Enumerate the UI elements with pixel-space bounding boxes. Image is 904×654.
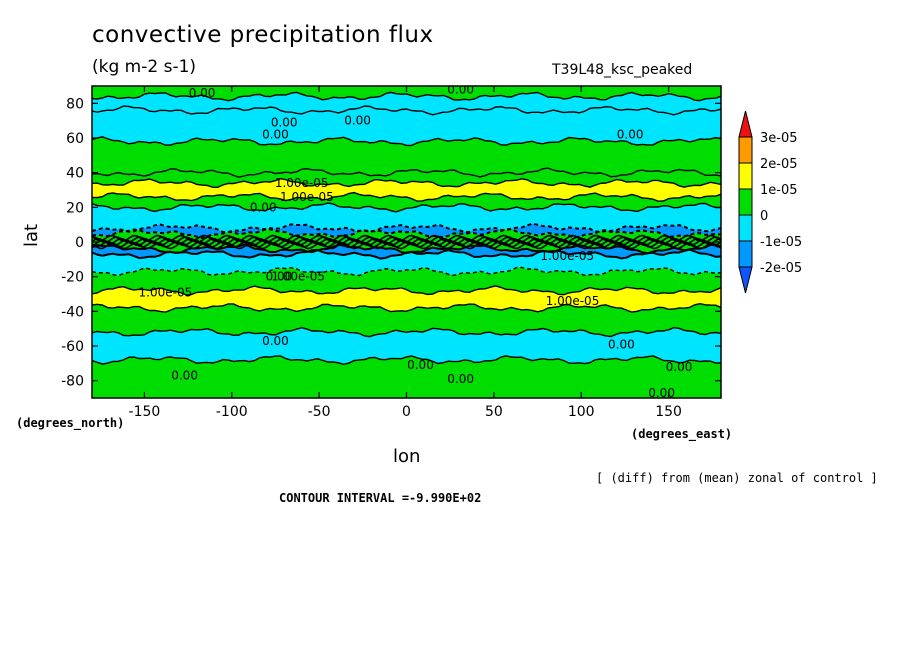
contour-line xyxy=(92,91,721,102)
zonal-band xyxy=(92,327,721,365)
equatorial-contour xyxy=(92,236,721,244)
zonal-band xyxy=(92,192,721,212)
y-tick-label: 60 xyxy=(66,131,84,147)
colorbar-label: 2e-05 xyxy=(760,157,798,172)
zonal-band xyxy=(92,249,721,276)
x-tick-label: 50 xyxy=(485,404,503,420)
zonal-band xyxy=(92,106,721,146)
contour-label: 0.00 xyxy=(271,115,298,129)
contour-line xyxy=(92,355,721,366)
plot-area: 0.00 0.000.00 0.000.00 0.001.00e-051.00e-05… xyxy=(92,82,721,398)
zonal-band xyxy=(92,355,721,398)
contour-line xyxy=(92,266,721,277)
contour-label: 0.00 xyxy=(666,360,693,374)
contour-line xyxy=(92,191,721,202)
y-tick-label: -40 xyxy=(61,304,84,320)
y-tick-label: 80 xyxy=(66,96,84,112)
zonal-band xyxy=(92,303,721,337)
contour-label: 0.00 xyxy=(262,128,289,142)
contour-line xyxy=(92,285,721,296)
chart-title: convective precipitation flux xyxy=(92,22,434,48)
contour-line xyxy=(92,202,721,213)
diff-note: [ (diff) from (mean) zonal of control ] xyxy=(596,471,878,485)
contour-line xyxy=(92,105,721,116)
colorbar-bin xyxy=(738,214,753,242)
equatorial-contour xyxy=(92,234,721,242)
contour-label: 0.00 xyxy=(617,128,644,142)
contour-label: 1.00e-05 xyxy=(275,176,329,190)
colorbar-label: 3e-05 xyxy=(760,131,798,146)
zonal-band xyxy=(92,267,721,295)
contour-label: 0.00 xyxy=(250,200,277,214)
contour-line xyxy=(92,136,721,147)
contour-label: 0.00 xyxy=(262,334,289,348)
y-tick-label: 20 xyxy=(66,200,84,216)
contour-line xyxy=(92,228,721,240)
contour-label: 0.00 xyxy=(447,82,474,96)
colorbar-bin xyxy=(738,162,753,190)
y-tick-label: -20 xyxy=(61,270,84,286)
contour-label: 1.00e-05 xyxy=(280,190,334,204)
contour-label: 0.00 xyxy=(344,114,371,128)
x-tick-label: -150 xyxy=(129,404,161,420)
x-tick-label: -100 xyxy=(216,404,248,420)
contour-interval: CONTOUR INTERVAL =-9.990E+02 xyxy=(279,491,482,505)
y-tick-label: -60 xyxy=(61,339,84,355)
y-tick-label: 40 xyxy=(66,166,84,182)
contour-label: 1.00e-05 xyxy=(139,285,193,299)
contour-label: 0.00 xyxy=(171,368,198,382)
colorbar-arrow-top xyxy=(738,110,753,138)
chart-units: (kg m-2 s-1) xyxy=(92,57,197,77)
y-tick-label: 0 xyxy=(75,235,84,251)
colorbar-bin xyxy=(738,188,753,216)
contour-line xyxy=(92,167,721,178)
colorbar-bin xyxy=(738,240,753,268)
contour-label: 0.00 xyxy=(407,358,434,372)
contour-label: 0.00 xyxy=(608,337,635,351)
contour-line xyxy=(92,248,721,260)
colorbar-label: -2e-05 xyxy=(760,261,802,276)
contour-label: 1.00e-05 xyxy=(546,294,600,308)
y-axis-unit: (degrees_north) xyxy=(16,416,125,430)
contour-line xyxy=(92,326,721,338)
contour-label: 1.00e-05 xyxy=(271,270,325,284)
contour-label: 0.00 xyxy=(266,270,293,284)
x-tick-label: 0 xyxy=(402,404,411,420)
colorbar-label: 1e-05 xyxy=(760,183,798,198)
run-label: T39L48_ksc_peaked xyxy=(552,62,693,78)
zonal-band xyxy=(92,285,721,313)
zonal-band xyxy=(92,178,721,202)
contour-line xyxy=(92,177,721,189)
colorbar-arrow-bottom xyxy=(738,266,753,294)
contour-label: 1.00e-05 xyxy=(540,249,594,263)
x-axis-label: lon xyxy=(393,446,421,467)
contour-label: 0.00 xyxy=(189,86,216,100)
x-tick-label: 150 xyxy=(655,404,682,420)
y-tick-label: -80 xyxy=(61,374,84,390)
colorbar-bin xyxy=(738,136,753,164)
x-axis-unit: (degrees_east) xyxy=(631,427,733,441)
colorbar-label: -1e-05 xyxy=(760,235,802,250)
x-tick-label: -50 xyxy=(308,404,331,420)
x-tick-label: 100 xyxy=(568,404,595,420)
contour-label: 0.00 xyxy=(447,372,474,386)
contour-line xyxy=(92,222,721,234)
colorbar-label: 0 xyxy=(760,209,768,224)
contour-line xyxy=(92,302,721,313)
zonal-band xyxy=(92,136,721,178)
